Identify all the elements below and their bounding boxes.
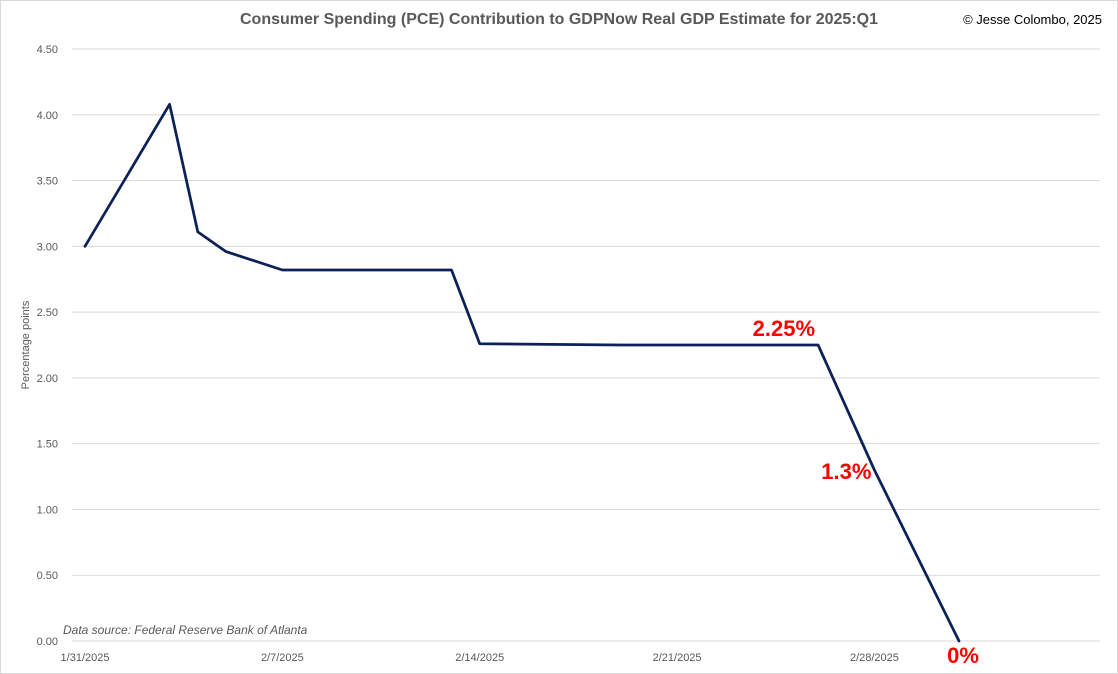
y-tick-label: 1.00 (37, 504, 58, 516)
x-tick-label: 2/7/2025 (261, 652, 304, 664)
x-tick-label: 2/28/2025 (850, 652, 899, 664)
x-tick-label: 2/14/2025 (455, 652, 504, 664)
y-tick-label: 4.50 (37, 44, 58, 56)
data-annotation: 2.25% (753, 316, 815, 341)
copyright-credit: © Jesse Colombo, 2025 (963, 12, 1102, 27)
series-layer (83, 102, 961, 643)
y-tick-label: 2.00 (37, 373, 58, 385)
data-source-note: Data source: Federal Reserve Bank of Atl… (63, 623, 308, 637)
series-line (83, 102, 961, 643)
y-tick-label: 0.50 (37, 570, 58, 582)
x-axis-ticks: 1/31/2025 2/7/2025 2/14/2025 2/21/2025 2/28/… (61, 652, 899, 664)
y-tick-label: 0.00 (37, 636, 58, 648)
x-tick-label: 1/31/2025 (61, 652, 110, 664)
y-axis-ticks: 0.00 0.50 1.00 1.50 2.00 2.50 3.00 3.50 4.00 4.50 (37, 44, 58, 648)
data-annotation: 1.3% (821, 459, 871, 484)
x-tick-label: 2/21/2025 (653, 652, 702, 664)
y-tick-label: 3.50 (37, 176, 58, 188)
y-tick-label: 2.50 (37, 307, 58, 319)
y-tick-label: 1.50 (37, 439, 58, 451)
y-tick-label: 3.00 (37, 241, 58, 253)
chart-title: Consumer Spending (PCE) Contribution to … (240, 11, 878, 28)
annotations: 2.25% 1.3% 0% (753, 316, 979, 668)
gridlines (72, 48, 1100, 642)
data-annotation: 0% (947, 643, 979, 668)
y-tick-label: 4.00 (37, 110, 58, 122)
